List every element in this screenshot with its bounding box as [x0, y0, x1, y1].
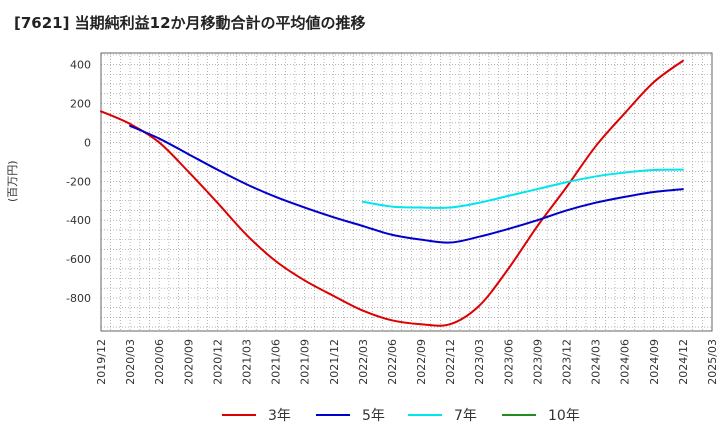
- x-tick-label: 2024/06: [619, 339, 632, 385]
- legend-item-10y: 10年: [502, 403, 580, 427]
- x-tick-label: 2025/03: [706, 339, 719, 385]
- legend-item-7y: 7年: [408, 403, 477, 427]
- y-tick-label: -400: [66, 214, 91, 227]
- x-tick-label: 2021/12: [328, 339, 341, 385]
- legend-item-5y: 5年: [316, 403, 385, 427]
- y-tick-label: -800: [66, 292, 91, 305]
- x-tick-label: 2021/06: [270, 339, 283, 385]
- series-line-0: [100, 59, 684, 327]
- x-tick-label: 2023/09: [531, 339, 544, 385]
- x-tick-label: 2024/03: [590, 339, 603, 385]
- y-tick-label: 400: [70, 59, 91, 72]
- x-tick-label: 2023/06: [502, 339, 515, 385]
- x-tick-label: 2020/09: [182, 339, 195, 385]
- plot-area: [101, 53, 712, 331]
- legend-swatch-5y: [316, 414, 350, 416]
- x-tick-label: 2023/12: [561, 339, 574, 385]
- line-chart: 2019/12 2020/03 2020/06 2020/09 2020/12 2021/…: [66, 52, 719, 385]
- x-tick-label: 2022/03: [357, 339, 370, 385]
- legend-label-3y: 3年: [268, 408, 291, 424]
- y-tick-label: 200: [70, 98, 91, 111]
- x-tick-label: 2021/03: [240, 339, 253, 385]
- x-tick-label: 2019/12: [95, 339, 108, 385]
- x-tick-label: 2020/12: [211, 339, 224, 385]
- legend-label-10y: 10年: [548, 408, 580, 424]
- legend-label-7y: 7年: [454, 408, 477, 424]
- x-tick-label: 2022/09: [415, 339, 428, 385]
- legend-swatch-10y: [502, 414, 536, 416]
- chart-title: [7621] 当期純利益12か月移動合計の平均値の推移: [14, 14, 366, 32]
- legend-swatch-3y: [222, 414, 256, 416]
- x-tick-label: 2024/09: [648, 339, 661, 385]
- x-tick-label: 2020/06: [153, 339, 166, 385]
- x-tick-label: 2022/06: [386, 339, 399, 385]
- legend-label-5y: 5年: [362, 408, 385, 424]
- x-tick-label: 2022/12: [444, 339, 457, 385]
- y-tick-label: 0: [84, 136, 91, 149]
- legend-item-3y: 3年: [222, 403, 291, 427]
- x-tick-label: 2024/12: [677, 339, 690, 385]
- series-line-1: [129, 124, 684, 244]
- x-tick-label: 2023/03: [473, 339, 486, 385]
- x-tick-label: 2021/09: [299, 339, 312, 385]
- legend: 3年 5年 7年 10年: [0, 403, 720, 427]
- x-tick-label: 2020/03: [124, 339, 137, 385]
- series-line-2: [361, 168, 684, 209]
- legend-swatch-7y: [408, 414, 442, 416]
- y-tick-label: -600: [66, 253, 91, 266]
- plot-frame: [100, 52, 713, 332]
- y-tick-label: -200: [66, 175, 91, 188]
